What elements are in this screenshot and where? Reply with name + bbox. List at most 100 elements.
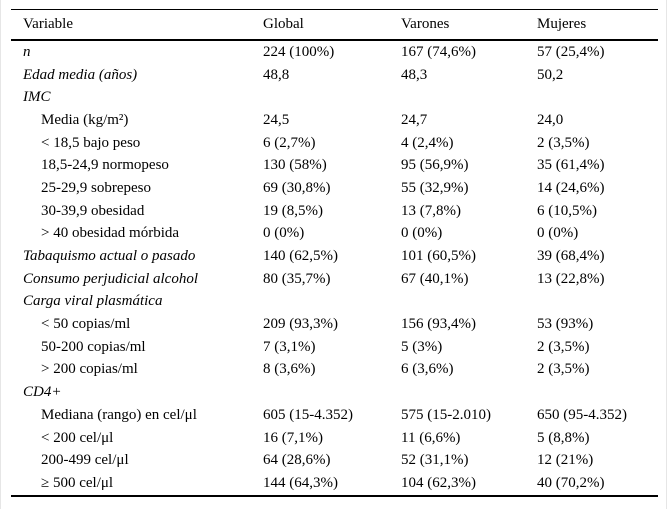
column-header-global: Global bbox=[251, 9, 389, 41]
column-header-varones: Varones bbox=[389, 9, 525, 41]
row-value: 0 (0%) bbox=[537, 225, 579, 242]
row-label: 18,5-24,9 normopeso bbox=[41, 157, 169, 174]
row-value: 24,0 bbox=[537, 111, 564, 128]
row-value: 0 (0%) bbox=[263, 225, 305, 242]
row-value: 19 (8,5%) bbox=[263, 202, 323, 219]
row-value: 16 (7,1%) bbox=[263, 429, 323, 446]
row-value: 101 (60,5%) bbox=[401, 248, 476, 265]
row-label: > 200 copias/ml bbox=[41, 361, 138, 378]
row-value: 5 (3%) bbox=[401, 338, 443, 355]
row-value: 167 (74,6%) bbox=[401, 43, 476, 60]
row-value bbox=[251, 291, 389, 314]
row-value: 24,7 bbox=[401, 111, 428, 128]
row-value: 605 (15-4.352) bbox=[263, 406, 353, 423]
row-value: 156 (93,4%) bbox=[401, 316, 476, 333]
row-value: 0 (0%) bbox=[401, 225, 443, 242]
row-label: 200-499 cel/μl bbox=[41, 452, 129, 469]
row-label: 50-200 copias/ml bbox=[41, 338, 146, 355]
row-value: 95 (56,9%) bbox=[401, 157, 469, 174]
table-row: Media (kg/m²) 24,5 24,7 24,0 bbox=[11, 109, 658, 132]
table-row: 30-39,9 obesidad 19 (8,5%) 13 (7,8%) 6 (10,… bbox=[11, 200, 658, 223]
row-value: 12 (21%) bbox=[537, 452, 594, 469]
row-label: Edad media (años) bbox=[23, 66, 138, 83]
table-row: < 200 cel/μl 16 (7,1%) 11 (6,6%) 5 (8,8%) bbox=[11, 427, 658, 450]
row-label: < 50 copias/ml bbox=[41, 316, 131, 333]
row-label: Carga viral plasmática bbox=[23, 293, 163, 310]
row-label: ≥ 500 cel/μl bbox=[11, 472, 251, 497]
row-value bbox=[389, 86, 525, 109]
row-label: Tabaquismo actual o pasado bbox=[23, 248, 196, 265]
column-header-variable: Variable bbox=[11, 9, 251, 41]
row-value: 69 (30,8%) bbox=[263, 179, 331, 196]
row-value: 14 (24,6%) bbox=[537, 179, 605, 196]
row-value: 13 (7,8%) bbox=[401, 202, 461, 219]
row-value: 55 (32,9%) bbox=[401, 179, 469, 196]
row-label: IMC bbox=[23, 89, 51, 106]
table-header-row: Variable Global Varones Mujeres bbox=[11, 9, 658, 41]
table-row: 25-29,9 sobrepeso 69 (30,8%) 55 (32,9%) 14 … bbox=[11, 177, 658, 200]
row-label: CD4+ bbox=[23, 384, 62, 401]
table-row: Edad media (años) 48,8 48,3 50,2 bbox=[11, 64, 658, 87]
row-value: 6 (2,7%) bbox=[263, 134, 316, 151]
row-value: 40 (70,2%) bbox=[525, 472, 658, 497]
row-value: 7 (3,1%) bbox=[263, 338, 316, 355]
row-value: 48,3 bbox=[401, 66, 428, 83]
row-value: 6 (3,6%) bbox=[401, 361, 454, 378]
row-value: 48,8 bbox=[263, 66, 290, 83]
row-label: Consumo perjudicial alcohol bbox=[23, 270, 198, 287]
row-value: 144 (64,3%) bbox=[251, 472, 389, 497]
row-value: 53 (93%) bbox=[537, 316, 594, 333]
table-row: CD4+ bbox=[11, 381, 658, 404]
table-row: > 200 copias/ml 8 (3,6%) 6 (3,6%) 2 (3,5%) bbox=[11, 359, 658, 382]
row-value: 140 (62,5%) bbox=[263, 248, 338, 265]
row-value: 57 (25,4%) bbox=[537, 43, 605, 60]
table-row: IMC bbox=[11, 86, 658, 109]
row-value: 2 (3,5%) bbox=[537, 134, 590, 151]
row-value: 11 (6,6%) bbox=[401, 429, 461, 446]
table-row: ≥ 500 cel/μl 144 (64,3%) 104 (62,3%) 40 (70… bbox=[11, 472, 658, 497]
row-value: 24,5 bbox=[263, 111, 290, 128]
row-label: Media (kg/m²) bbox=[41, 111, 129, 128]
table-row: Mediana (rango) en cel/μl 605 (15-4.352) 5… bbox=[11, 404, 658, 427]
row-value: 224 (100%) bbox=[263, 43, 335, 60]
row-value: 67 (40,1%) bbox=[401, 270, 469, 287]
table-body: n 224 (100%) 167 (74,6%) 57 (25,4%) Edad med… bbox=[11, 40, 658, 497]
row-value bbox=[389, 381, 525, 404]
row-value: 39 (68,4%) bbox=[537, 248, 605, 265]
row-value: 80 (35,7%) bbox=[263, 270, 331, 287]
table-row: 200-499 cel/μl 64 (28,6%) 52 (31,1%) 12 (21… bbox=[11, 449, 658, 472]
row-value: 2 (3,5%) bbox=[537, 338, 590, 355]
row-value: 13 (22,8%) bbox=[537, 270, 605, 287]
table-row: n 224 (100%) 167 (74,6%) 57 (25,4%) bbox=[11, 40, 658, 64]
row-value: 6 (10,5%) bbox=[537, 202, 597, 219]
row-value bbox=[389, 291, 525, 314]
row-value: 35 (61,4%) bbox=[537, 157, 605, 174]
row-value: 52 (31,1%) bbox=[401, 452, 469, 469]
row-label: > 40 obesidad mórbida bbox=[41, 225, 180, 242]
row-label: 30-39,9 obesidad bbox=[41, 202, 145, 219]
row-value bbox=[525, 291, 658, 314]
table-row: Tabaquismo actual o pasado 140 (62,5%) 101… bbox=[11, 245, 658, 268]
row-value: 4 (2,4%) bbox=[401, 134, 454, 151]
row-value: 64 (28,6%) bbox=[263, 452, 331, 469]
row-value: 104 (62,3%) bbox=[389, 472, 525, 497]
row-label: < 200 cel/μl bbox=[41, 429, 114, 446]
row-label: 25-29,9 sobrepeso bbox=[41, 179, 151, 196]
row-value: 650 (95-4.352) bbox=[537, 406, 627, 423]
row-value bbox=[251, 381, 389, 404]
row-label: < 18,5 bajo peso bbox=[41, 134, 141, 151]
table-row: 18,5-24,9 normopeso 130 (58%) 95 (56,9%) 35… bbox=[11, 154, 658, 177]
row-value: 2 (3,5%) bbox=[537, 361, 590, 378]
column-header-mujeres: Mujeres bbox=[525, 9, 658, 41]
patient-characteristics-table: Variable Global Varones Mujeres n 224 (10… bbox=[11, 9, 658, 497]
row-value: 8 (3,6%) bbox=[263, 361, 316, 378]
row-label: n bbox=[23, 43, 31, 60]
row-label: Mediana (rango) en cel/μl bbox=[41, 406, 197, 423]
row-value bbox=[525, 381, 658, 404]
row-value: 575 (15-2.010) bbox=[401, 406, 491, 423]
table-row: > 40 obesidad mórbida 0 (0%) 0 (0%) 0 (0%) bbox=[11, 223, 658, 246]
row-value: 50,2 bbox=[537, 66, 564, 83]
row-value bbox=[525, 86, 658, 109]
row-value: 209 (93,3%) bbox=[263, 316, 338, 333]
